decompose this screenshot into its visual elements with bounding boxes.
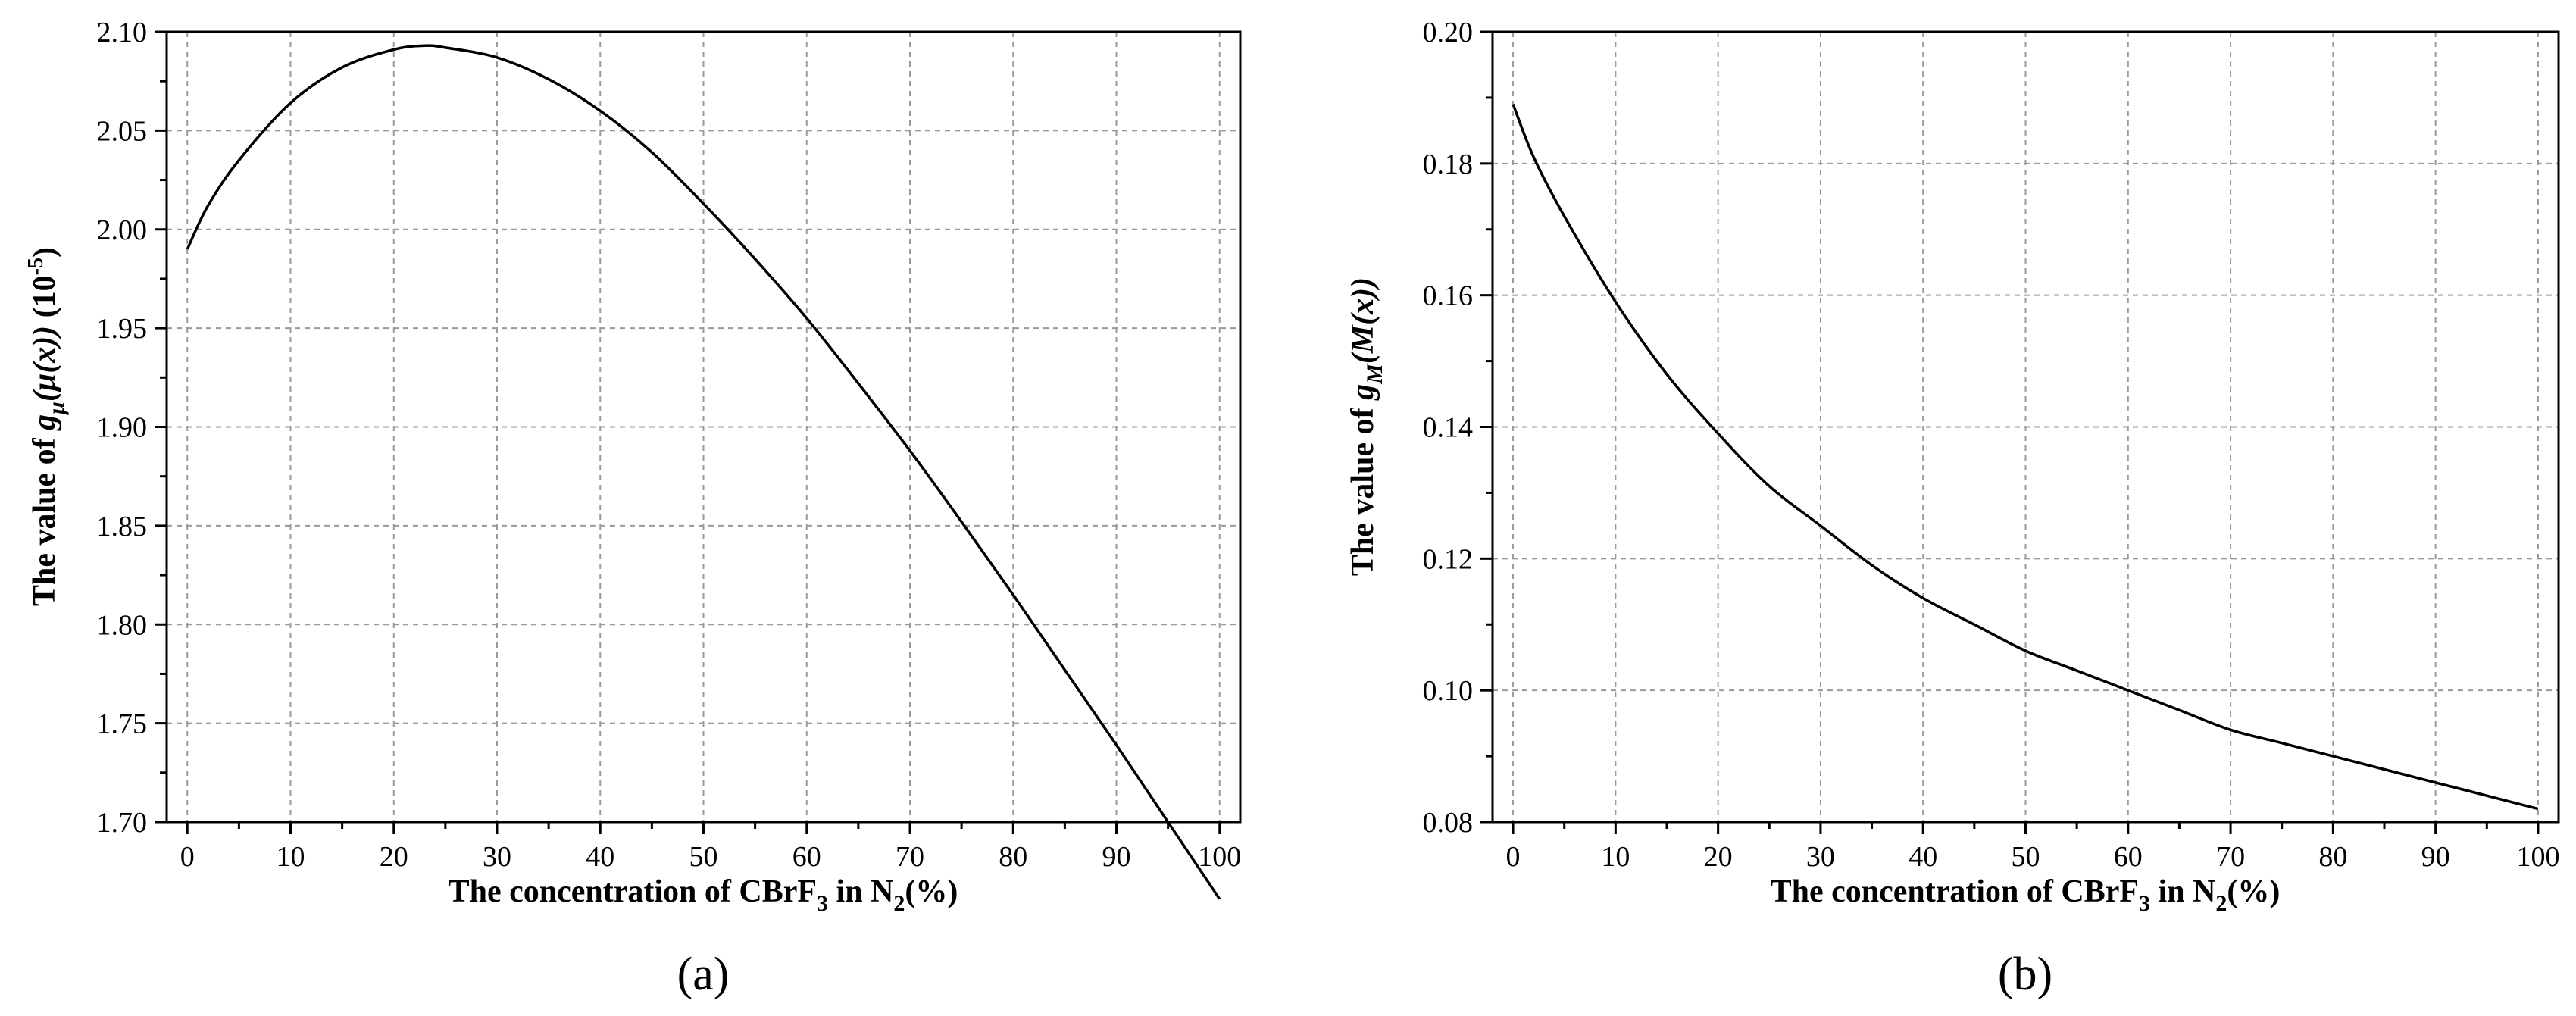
chart-a-x-axis-title: The concentration of CBrF3 in N2(%) [449, 874, 958, 916]
chart-b-y-tick-label: 0.18 [1423, 148, 1474, 180]
chart-a-y-tick-label: 1.75 [97, 708, 148, 740]
chart-a-y-tick-label: 2.05 [97, 115, 148, 147]
chart-b-y-tick-label: 0.14 [1423, 412, 1474, 444]
chart-b-x-tick-labels: 0 10 20 30 40 50 60 70 80 90 100 [1506, 841, 2560, 873]
chart-b-x-tick-label: 100 [2516, 841, 2559, 873]
chart-b-y-tick-label: 0.08 [1423, 807, 1474, 839]
chart-b-x-tick-label: 50 [2012, 841, 2040, 873]
chart-a: 0 10 20 30 40 50 60 70 80 90 100 1.701.751.801.851… [24, 17, 1242, 1000]
chart-b-x-tick-label: 60 [2114, 841, 2143, 873]
chart-a-y-tick-label: 2.00 [97, 214, 148, 246]
chart-a-x-tick-labels: 0 10 20 30 40 50 60 70 80 90 100 [180, 841, 1242, 873]
chart-a-ticks [155, 30, 1221, 834]
chart-b-x-tick-label: 10 [1601, 841, 1630, 873]
chart-b-x-tick-label: 0 [1506, 841, 1521, 873]
chart-a-y-tick-label: 1.80 [97, 609, 148, 641]
chart-a-y-tick-label: 1.85 [97, 511, 148, 542]
chart-b-x-axis-title: The concentration of CBrF3 in N2(%) [1771, 874, 2281, 916]
chart-a-x-tick-label: 50 [689, 841, 718, 873]
chart-b-y-axis-title: The value of gM(M(x)) [1346, 277, 1387, 576]
chart-a-y-tick-label: 1.70 [97, 807, 148, 839]
chart-b-y-tick-label: 0.16 [1423, 280, 1474, 312]
chart-a-x-tick-label: 30 [483, 841, 511, 873]
chart-b-x-tick-label: 80 [2318, 841, 2347, 873]
chart-a-y-tick-label: 1.95 [97, 313, 148, 345]
chart-b-x-tick-label: 30 [1806, 841, 1835, 873]
chart-b-y-tick-labels: 0.08 0.10 0.12 0.14 0.16 0.18 0.20 [1423, 17, 1474, 839]
chart-a-x-tick-label: 20 [380, 841, 408, 873]
chart-b-x-tick-label: 70 [2216, 841, 2245, 873]
chart-a-x-tick-label: 80 [999, 841, 1027, 873]
chart-a-x-tick-label: 100 [1198, 841, 1241, 873]
chart-b-y-tick-label: 0.20 [1423, 17, 1474, 48]
chart-b-x-tick-label: 40 [1909, 841, 1937, 873]
chart-b-grid [1493, 32, 2559, 822]
chart-a-series-line [186, 44, 1221, 900]
chart-a-grid [167, 32, 1240, 822]
chart-b-ticks [1480, 30, 2540, 834]
chart-a-y-tick-labels: 1.70 1.75 1.80 1.85 1.90 1.95 2.00 2.05 2.10 [97, 17, 148, 839]
chart-b-panel-label: (b) [1998, 949, 2052, 1000]
chart-a-x-tick-label: 60 [792, 841, 821, 873]
chart-b-x-tick-label: 20 [1704, 841, 1733, 873]
chart-a-x-tick-label: 10 [277, 841, 305, 873]
chart-a-x-tick-label: 90 [1102, 841, 1131, 873]
chart-b: 0 10 20 30 40 50 60 70 80 90 100 0.080.100.120.140… [1346, 17, 2560, 1000]
chart-a-x-tick-label: 40 [586, 841, 614, 873]
chart-a-y-axis-title: The value of gμ(μ(x)) (10-5) [24, 247, 69, 606]
chart-b-series-line [1512, 103, 2539, 811]
chart-a-x-tick-label: 0 [180, 841, 195, 873]
chart-b-y-tick-label: 0.10 [1423, 675, 1474, 707]
chart-a-panel-label: (a) [677, 949, 730, 1000]
chart-a-y-tick-label: 1.90 [97, 412, 148, 444]
chart-a-y-tick-label: 2.10 [97, 17, 148, 48]
chart-a-x-tick-label: 70 [896, 841, 924, 873]
chart-b-x-tick-label: 90 [2421, 841, 2450, 873]
chart-b-y-tick-label: 0.12 [1423, 543, 1474, 575]
